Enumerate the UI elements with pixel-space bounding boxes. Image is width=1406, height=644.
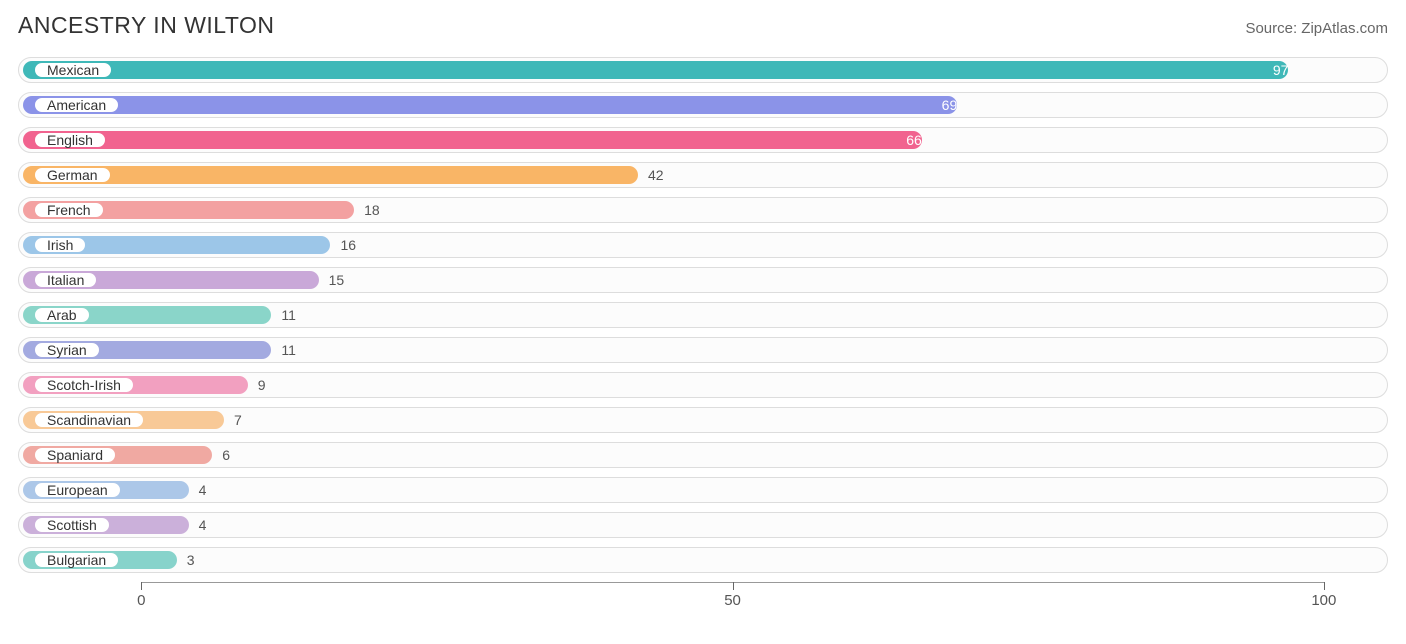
axis-tick (733, 582, 734, 590)
bar-value: 16 (340, 236, 356, 254)
bar-value: 11 (281, 341, 296, 359)
bar-row: American69 (18, 92, 1388, 118)
axis-tick-label: 100 (1311, 592, 1336, 609)
bar-label-pill: Arab (33, 306, 91, 324)
bar-value: 42 (648, 166, 664, 184)
bar-row: Scottish 4 (18, 512, 1388, 538)
bar-label-pill: Italian (33, 271, 98, 289)
bar-value: 9 (258, 376, 266, 394)
bar-row: French 18 (18, 197, 1388, 223)
bar-value: 3 (187, 551, 195, 569)
axis-tick (141, 582, 142, 590)
bar-row: Mexican97 (18, 57, 1388, 83)
bar-value: 97 (23, 61, 1288, 79)
bar-row: Bulgarian 3 (18, 547, 1388, 573)
bar-value: 11 (281, 306, 296, 324)
bar-row: Arab 11 (18, 302, 1388, 328)
bar-row: English66 (18, 127, 1388, 153)
bar-label-pill: Bulgarian (33, 551, 120, 569)
bar-value: 15 (329, 271, 345, 289)
bar-row: European 4 (18, 477, 1388, 503)
bar-label-pill: Scandinavian (33, 411, 145, 429)
bar-value: 18 (364, 201, 380, 219)
bar-label-pill: Spaniard (33, 446, 117, 464)
bar-fill (23, 166, 638, 184)
chart-header: ANCESTRY IN WILTON Source: ZipAtlas.com (18, 12, 1388, 39)
bar-label-pill: Irish (33, 236, 87, 254)
bar-label-pill: French (33, 201, 105, 219)
bar-row: Italian 15 (18, 267, 1388, 293)
bar-row: Syrian 11 (18, 337, 1388, 363)
axis-tick-label: 0 (137, 592, 145, 609)
bar-label-pill: Scottish (33, 516, 111, 534)
bar-value: 4 (199, 481, 207, 499)
bar-row: Scotch-Irish 9 (18, 372, 1388, 398)
bar-value: 69 (23, 96, 957, 114)
bar-chart: Mexican97 American69 English66 German 42 Fren… (18, 57, 1388, 612)
bar-label-pill: Scotch-Irish (33, 376, 135, 394)
bar-label-pill: German (33, 166, 112, 184)
x-axis: 0 50 100 (18, 582, 1388, 612)
bar-value: 6 (222, 446, 230, 464)
axis-tick (1324, 582, 1325, 590)
bar-row: German 42 (18, 162, 1388, 188)
bar-label-pill: European (33, 481, 122, 499)
bar-label-pill: Syrian (33, 341, 101, 359)
bar-row: Irish 16 (18, 232, 1388, 258)
bar-row: Scandinavian 7 (18, 407, 1388, 433)
chart-source: Source: ZipAtlas.com (1245, 20, 1388, 37)
bar-value: 7 (234, 411, 242, 429)
bar-row: Spaniard 6 (18, 442, 1388, 468)
axis-tick-label: 50 (724, 592, 741, 609)
bar-value: 4 (199, 516, 207, 534)
bar-value: 66 (23, 131, 922, 149)
chart-title: ANCESTRY IN WILTON (18, 12, 275, 39)
